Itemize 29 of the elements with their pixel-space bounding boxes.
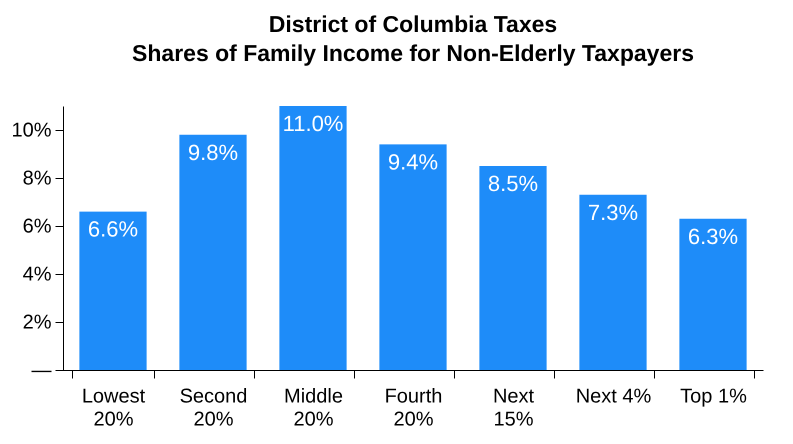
data-label: 6.6% (88, 216, 138, 242)
bar (279, 106, 347, 370)
x-tick-label: Middle 20% (284, 386, 343, 430)
data-label: 8.5% (488, 171, 538, 196)
bar (679, 218, 747, 370)
bar (179, 134, 247, 370)
bar (479, 166, 547, 370)
data-label: 9.4% (388, 149, 438, 174)
data-label: 7.3% (588, 200, 638, 225)
x-tick-label: Second 20% (180, 386, 248, 430)
y-tick-label: 8% (22, 168, 52, 190)
data-label: 11.0% (282, 111, 344, 136)
y-tick-label: 6% (22, 216, 52, 238)
bar (579, 194, 647, 370)
x-tick-label: Top 1% (680, 386, 748, 408)
x-tick-label: Next 4% (576, 386, 652, 408)
x-tick-label: Fourth 20% (384, 386, 442, 430)
chart-title: District of Columbia Taxes (268, 11, 558, 37)
y-tick-label: 2% (22, 312, 52, 334)
y-tick-label: 10% (11, 120, 52, 142)
bar (379, 144, 447, 370)
x-tick-label: Lowest 20% (82, 386, 146, 430)
x-tick-label: Next 15% (492, 386, 535, 430)
y-tick-label: 4% (22, 264, 52, 286)
y-tick-label: — (32, 360, 52, 382)
data-label: 6.3% (688, 224, 738, 249)
bar (79, 212, 147, 370)
chart-subtitle: Shares of Family Income for Non-Elderly Taxpayers (132, 40, 694, 66)
data-label: 9.8% (188, 140, 238, 165)
